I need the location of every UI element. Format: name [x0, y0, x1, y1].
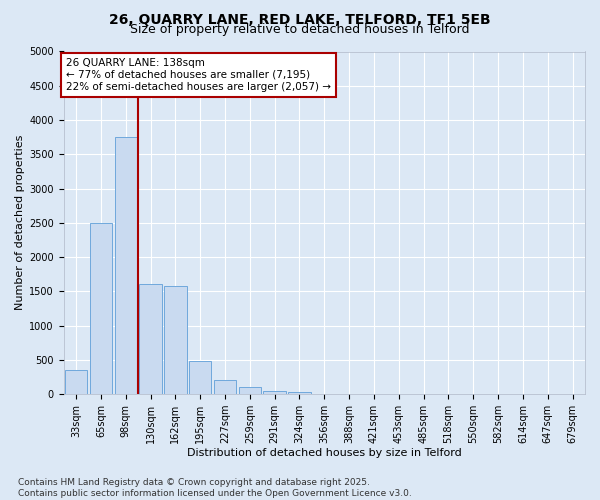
Bar [139, 284, 162, 394]
Bar [90, 223, 112, 394]
Bar [263, 390, 286, 394]
Text: Contains HM Land Registry data © Crown copyright and database right 2025.
Contai: Contains HM Land Registry data © Crown c… [18, 478, 412, 498]
Bar [65, 370, 87, 394]
Bar [289, 392, 311, 394]
Text: 26, QUARRY LANE, RED LAKE, TELFORD, TF1 5EB: 26, QUARRY LANE, RED LAKE, TELFORD, TF1 … [109, 12, 491, 26]
Bar [239, 386, 261, 394]
Bar [189, 360, 211, 394]
Y-axis label: Number of detached properties: Number of detached properties [15, 135, 25, 310]
Bar [214, 380, 236, 394]
Bar [164, 286, 187, 394]
Text: Size of property relative to detached houses in Telford: Size of property relative to detached ho… [130, 22, 470, 36]
Bar [115, 137, 137, 394]
Text: 26 QUARRY LANE: 138sqm
← 77% of detached houses are smaller (7,195)
22% of semi-: 26 QUARRY LANE: 138sqm ← 77% of detached… [66, 58, 331, 92]
X-axis label: Distribution of detached houses by size in Telford: Distribution of detached houses by size … [187, 448, 461, 458]
